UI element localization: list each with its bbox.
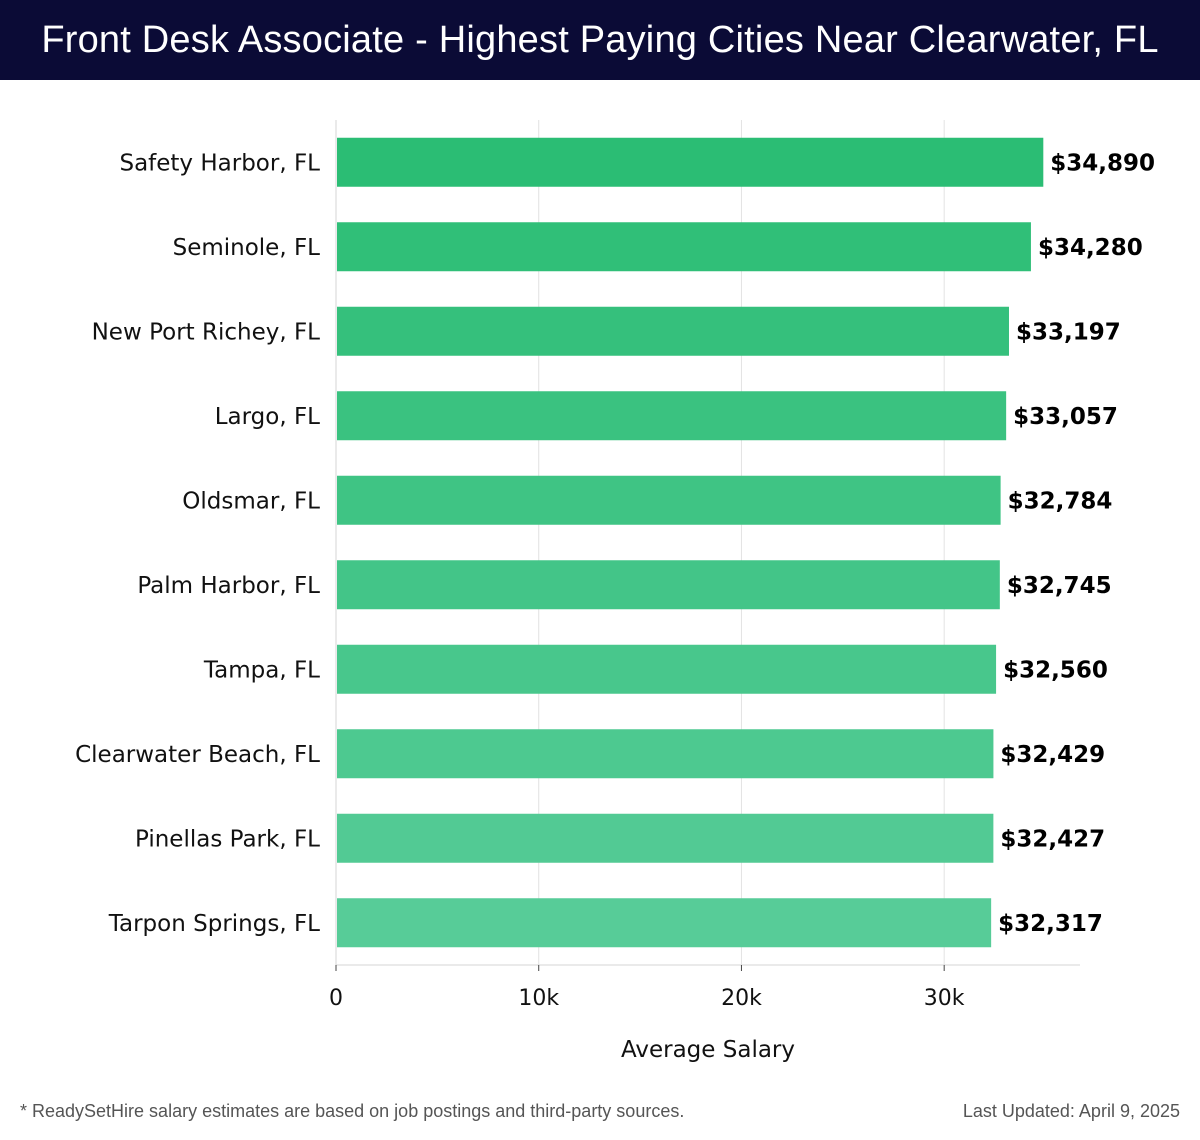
value-label: $32,429: [1000, 742, 1105, 768]
x-tick-label: 0: [329, 986, 343, 1011]
value-label: $32,317: [998, 911, 1103, 937]
category-label: Palm Harbor, FL: [137, 573, 320, 599]
value-label: $32,745: [1007, 573, 1112, 599]
bar-largo-fl: [337, 391, 1007, 441]
category-label: Tampa, FL: [203, 657, 320, 683]
category-label: New Port Richey, FL: [92, 319, 321, 345]
category-label: Seminole, FL: [173, 235, 321, 261]
category-label: Oldsmar, FL: [182, 488, 320, 514]
bar-palm-harbor-fl: [337, 560, 1000, 610]
value-label: $34,890: [1050, 150, 1155, 176]
category-label: Clearwater Beach, FL: [75, 742, 320, 768]
salary-bar-chart: 0 10k 20k 30k Average Salary Safety Harbor, F…: [75, 120, 1155, 1063]
bar-tarpon-springs-fl: [337, 898, 992, 948]
bar-pinellas-park-fl: [337, 813, 994, 863]
bar-oldsmar-fl: [337, 475, 1001, 525]
value-label: $32,427: [1000, 826, 1105, 852]
x-tick-label: 20k: [721, 986, 762, 1011]
bar-tampa-fl: [337, 644, 997, 694]
category-label: Safety Harbor, FL: [119, 150, 320, 176]
value-label: $32,560: [1003, 657, 1108, 683]
x-tick-label: 30k: [924, 986, 965, 1011]
footnote: * ReadySetHire salary estimates are base…: [20, 1101, 685, 1121]
bar-safety-harbor-fl: [337, 137, 1044, 187]
category-label: Pinellas Park, FL: [135, 826, 320, 852]
value-label: $34,280: [1038, 235, 1143, 261]
last-updated: Last Updated: April 9, 2025: [962, 1101, 1180, 1121]
bar-clearwater-beach-fl: [337, 729, 994, 779]
x-tick-label: 10k: [518, 986, 559, 1011]
bar-seminole-fl: [337, 222, 1031, 272]
value-label: $32,784: [1008, 488, 1113, 514]
chart-header: Front Desk Associate - Highest Paying Ci…: [0, 0, 1200, 80]
category-label: Largo, FL: [215, 404, 320, 430]
x-axis-title: Average Salary: [621, 1037, 795, 1063]
category-label: Tarpon Springs, FL: [108, 911, 320, 937]
bar-new-port-richey-fl: [337, 306, 1009, 356]
value-label: $33,197: [1016, 319, 1121, 345]
chart-title: Front Desk Associate - Highest Paying Ci…: [41, 18, 1159, 61]
value-label: $33,057: [1013, 404, 1118, 430]
footer: * ReadySetHire salary estimates are base…: [0, 1096, 1200, 1130]
